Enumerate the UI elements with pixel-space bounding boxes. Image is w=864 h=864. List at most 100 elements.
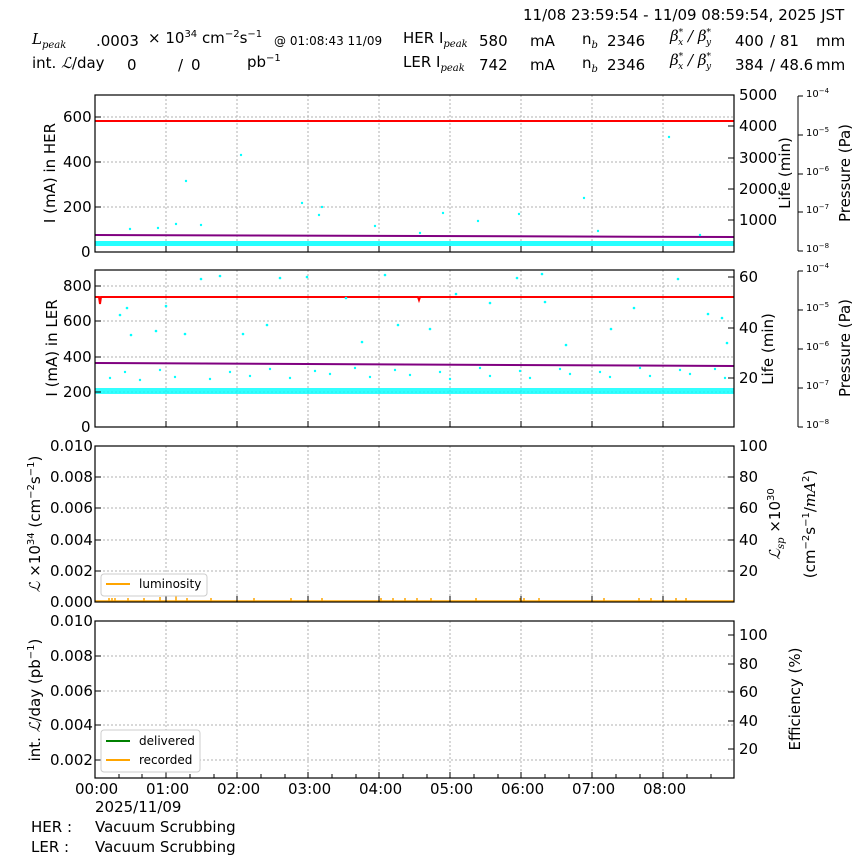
her-beta-x: 400 [735,32,764,50]
int-ytick: 0.010 [50,612,93,630]
lum-y2tick: 60 [739,499,759,517]
footer-ler-label: LER : [31,838,70,856]
lum-grid [95,446,734,602]
her-life-line [94,234,735,238]
int-ytick: 0.002 [50,751,93,769]
ler-nb-value: 2346 [607,56,646,74]
ler-pressure-axis [797,270,803,428]
ler-ipeak-value: 742 [479,56,508,74]
ler-nb-label: nb [582,54,598,75]
int-y2tick: 100 [739,626,768,644]
her-ipeak-unit: mA [530,32,555,50]
ler-ytick: 600 [63,312,92,330]
xtick: 02:00 [217,780,261,798]
ler-ptick: 10−8 [806,418,830,432]
lum-y2label-unit: (cm−2s−1/mA2) [801,469,819,579]
her-y2label: Life (min) [776,137,794,209]
xtick: 06:00 [501,780,545,798]
ler-beta-y: / 48.6 [770,56,814,74]
intl-sep: / [178,56,184,74]
her-ptick: 10−6 [806,165,830,179]
lpeak-s-exp: −1 [247,29,263,40]
lpeak-cm-exp: −2 [224,29,240,40]
her-beta-unit: mm [816,32,846,50]
int-panel [94,620,735,779]
her-ipeak-value: 580 [479,32,508,50]
lpeak-sub: peak [41,40,67,51]
her-panel [94,94,735,253]
her-ytick: 600 [63,108,92,126]
her-ptick: 10−7 [806,203,830,217]
ler-ptick: 10−7 [806,379,830,393]
legend-luminosity-label: luminosity [139,577,202,591]
xtick: 05:00 [430,780,474,798]
her-y2tick: 4000 [739,117,778,135]
ler-ytick: 800 [63,277,92,295]
footer-date: 2025/11/09 [95,798,182,816]
int-y2tick: 60 [739,683,759,701]
lpeak-unit: × 1034 cm−2s−1 [148,29,262,47]
lum-ytick: 0.004 [50,531,93,549]
her-beta-label: β*x / β*y [670,27,712,48]
ler-ylabel: I (mA) in LER [43,299,61,397]
int-ylabel: int. ℒ/day (pb−1) [26,638,44,762]
her-ytick: 400 [63,153,92,171]
int-ytick: 0.004 [50,716,93,734]
xtick: 04:00 [359,780,403,798]
intl-unit: pb−1 [247,53,281,71]
lum-ytick: 0.008 [50,468,93,486]
lum-ytick: 0.002 [50,562,93,580]
her-y2tick: 2000 [739,180,778,198]
int-ytick: 0.008 [50,647,93,665]
her-nb-label: nb [582,30,598,51]
her-ylabel: I (mA) in HER [41,122,59,224]
int-y2tick: 40 [739,712,759,730]
ler-y3label: Pressure (Pa) [836,298,854,398]
her-ptick: 10−4 [806,87,830,101]
xtick: 07:00 [572,780,616,798]
ler-panel [94,269,735,428]
her-pressure-axis [797,95,803,252]
lpeak-unit-exp: 34 [184,29,198,40]
ler-ptick: 10−4 [806,262,830,276]
int-ytick: 0.006 [50,682,93,700]
her-grid [95,95,734,252]
ler-ytick: 0 [81,418,91,436]
ler-beta-label: β*x / β*y [670,51,712,72]
legend-delivered-label: delivered [139,734,195,748]
ler-y2label: Life (min) [759,313,777,385]
her-ptick: 10−5 [806,126,830,140]
lpeak-unit-base: × 10 [148,29,185,47]
int-y2label: Efficiency (%) [786,647,804,751]
ler-life-line [94,362,735,367]
lum-ticks [95,476,734,602]
ler-ipeak-label: LER Ipeak [403,53,465,74]
lum-ytick: 0.000 [50,593,93,611]
her-ticks [95,116,734,252]
int-ticks [95,634,734,778]
xtick: 08:00 [643,780,687,798]
lpeak-value: .0003 [96,32,139,50]
lum-ytick: 0.010 [50,437,93,455]
ler-current-line [95,296,734,305]
ler-ticks [95,276,734,427]
her-nb-value: 2346 [607,32,646,50]
intl-delivered: 0 [127,56,137,74]
xtick: 03:00 [288,780,332,798]
lum-legend [100,573,208,597]
time-range: 11/08 23:59:54 - 11/09 08:59:54, 2025 JS… [523,6,845,24]
footer-ler-status: Vacuum Scrubbing [95,838,236,856]
lum-y2tick: 40 [739,531,759,549]
intl-label: int. ℒ/day [32,54,105,72]
int-legend [100,729,201,773]
lum-panel [94,445,735,603]
int-y2tick: 20 [739,740,759,758]
her-beta-y: / 81 [770,32,799,50]
int-grid [95,621,734,778]
xtick: 00:00 [75,780,119,798]
ler-ptick: 10−6 [806,340,830,354]
int-y2tick: 80 [739,655,759,673]
ler-ytick: 400 [63,348,92,366]
her-y2tick: 3000 [739,149,778,167]
